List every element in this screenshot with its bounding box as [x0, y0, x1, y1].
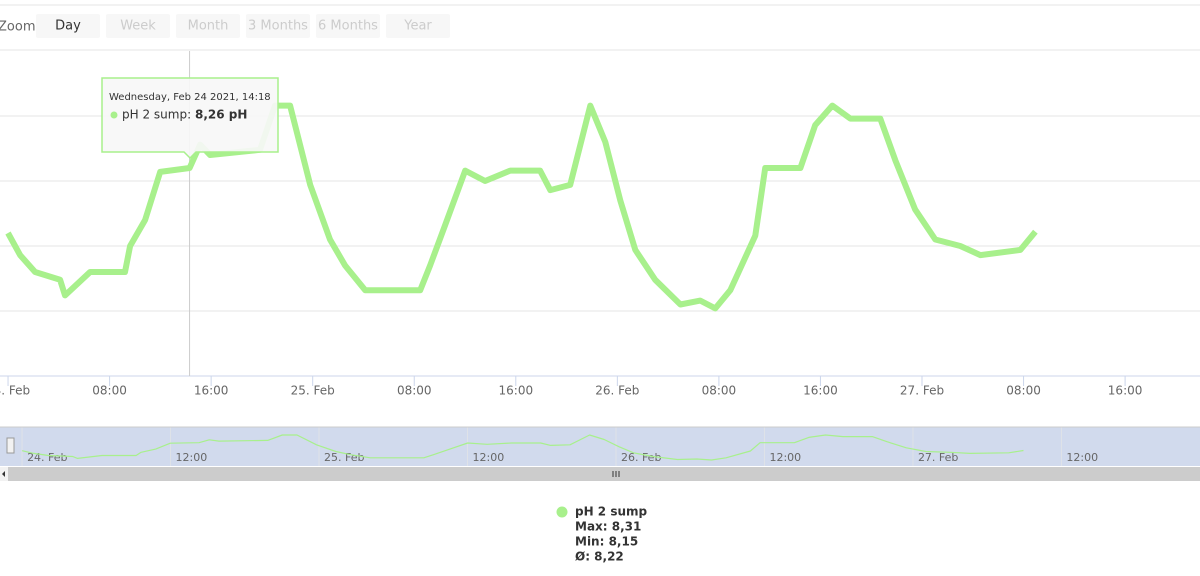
x-tick-label: 24. Feb	[0, 384, 30, 398]
scrollbar-arrow	[2, 471, 5, 477]
navigator-line	[21, 434, 1024, 461]
navigator-tick-label: 26. Feb	[621, 451, 661, 464]
zoom-button-label[interactable]: Day	[55, 19, 81, 34]
x-tick-label: 26. Feb	[595, 384, 639, 398]
legend-label[interactable]: pH 2 sump	[575, 505, 648, 519]
navigator-tick-label: 25. Feb	[324, 451, 364, 464]
tooltip-header: Wednesday, Feb 24 2021, 14:18	[109, 92, 271, 103]
navigator-mask	[0, 427, 1200, 466]
scrollbar-grip	[612, 471, 620, 477]
navigator-tick-label: 12:00	[176, 451, 208, 464]
zoom-button[interactable]	[106, 14, 170, 38]
zoom-button[interactable]	[316, 14, 380, 38]
x-tick-label: 16:00	[194, 384, 229, 398]
zoom-button-label[interactable]: Week	[120, 19, 156, 34]
zoom-button[interactable]	[176, 14, 240, 38]
legend-stat[interactable]: Min: 8,15	[575, 535, 638, 549]
navigator-tick-label: 12:00	[473, 451, 505, 464]
tooltip-dot	[110, 111, 118, 119]
tooltip-series: pH 2 sump:	[122, 108, 191, 122]
navigator-handle[interactable]	[6, 437, 15, 454]
zoom-button[interactable]	[36, 14, 100, 38]
x-tick-label: 08:00	[397, 384, 432, 398]
x-tick-label: 08:00	[92, 384, 127, 398]
legend-stat[interactable]: Max: 8,31	[575, 520, 641, 534]
tooltip-box	[101, 77, 279, 160]
zoom-button[interactable]	[386, 14, 450, 38]
plot: 24. Feb 08:00 16:00 25. Feb 08:00 16:00 26. Fe…	[0, 51, 1200, 398]
x-tick-label: 16:00	[1108, 384, 1143, 398]
navigator: 24. Feb 12:00 25. Feb 12:00 26. Feb 12:00 27. …	[0, 426, 1200, 481]
navigator-tick-label: 27. Feb	[918, 451, 958, 464]
series-line	[5, 102, 1038, 312]
navigator-tick-label: 12:00	[1066, 451, 1098, 464]
zoom-buttons: Day Week Month 3 Months 6 Months Year	[36, 14, 450, 38]
x-tick-label: 08:00	[1006, 384, 1041, 398]
zoom-button-label[interactable]: Month	[188, 19, 229, 34]
scrollbar-thumb[interactable]	[8, 467, 1200, 481]
legend-symbol[interactable]	[556, 506, 568, 518]
zoom-button-label[interactable]: Year	[403, 19, 432, 34]
tooltip-value: 8,26 pH	[195, 108, 247, 122]
legend-stat[interactable]: Ø: 8,22	[575, 550, 624, 564]
zoom-label: Zoom	[0, 20, 35, 35]
navigator-tick-label: 12:00	[769, 451, 801, 464]
x-tick-label: 27. Feb	[900, 384, 944, 398]
x-tick-label: 16:00	[499, 384, 534, 398]
x-tick-label: 25. Feb	[291, 384, 335, 398]
zoom-button[interactable]	[246, 14, 310, 38]
x-tick-label: 16:00	[803, 384, 838, 398]
zoom-button-label[interactable]: 6 Months	[318, 19, 378, 34]
zoom-button-label[interactable]: 3 Months	[248, 19, 308, 34]
x-tick-label: 08:00	[702, 384, 737, 398]
